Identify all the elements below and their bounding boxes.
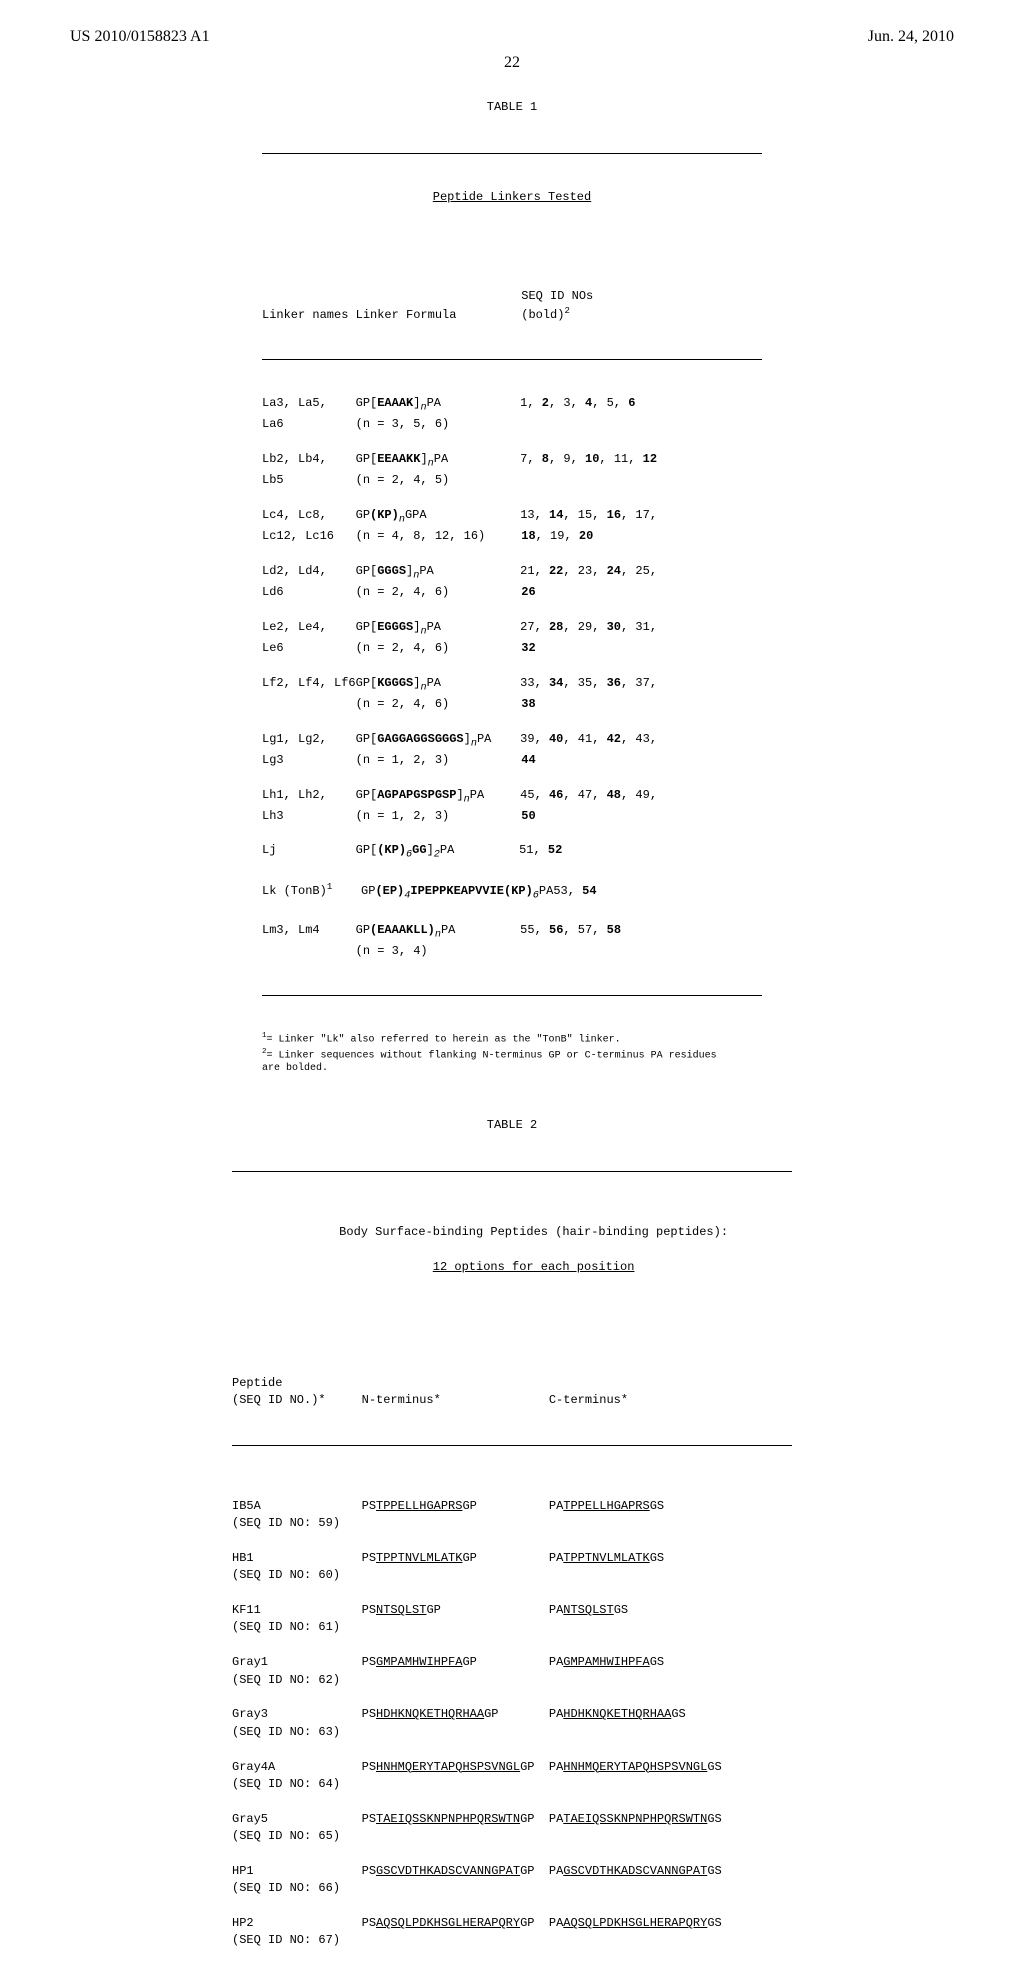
table-2-body: IB5A PSTPPELLHGAPRSGP PATPPELLHGAPRSGS (…: [232, 1480, 792, 1950]
page-header: US 2010/0158823 A1 Jun. 24, 2010: [70, 28, 954, 46]
table-1-footnotes: 1= Linker "Lk" also referred to herein a…: [262, 1031, 762, 1076]
table-2-subtitle: Body Surface-binding Peptides (hair-bind…: [232, 1206, 792, 1293]
table-1: TABLE 1 Peptide Linkers Tested SEQ ID NO…: [70, 100, 954, 1096]
publication-date: Jun. 24, 2010: [868, 28, 954, 46]
table-2-column-headers: Peptide (SEQ ID NO.)* N-terminus* C-term…: [232, 1375, 792, 1410]
table-2: TABLE 2 Body Surface-binding Peptides (h…: [70, 1118, 954, 1985]
table-1-subtitle: Peptide Linkers Tested: [262, 189, 762, 206]
page-number: 22: [70, 54, 954, 72]
table-1-body: La3, La5, GP[EAAAK]nPA 1, 2, 3, 4, 5, 6 …: [262, 395, 762, 960]
table-1-label: TABLE 1: [487, 100, 537, 114]
publication-number: US 2010/0158823 A1: [70, 28, 210, 46]
table-2-label: TABLE 2: [487, 1118, 537, 1132]
table-1-column-headers: SEQ ID NOs Linker names Linker Formula (…: [262, 288, 762, 325]
